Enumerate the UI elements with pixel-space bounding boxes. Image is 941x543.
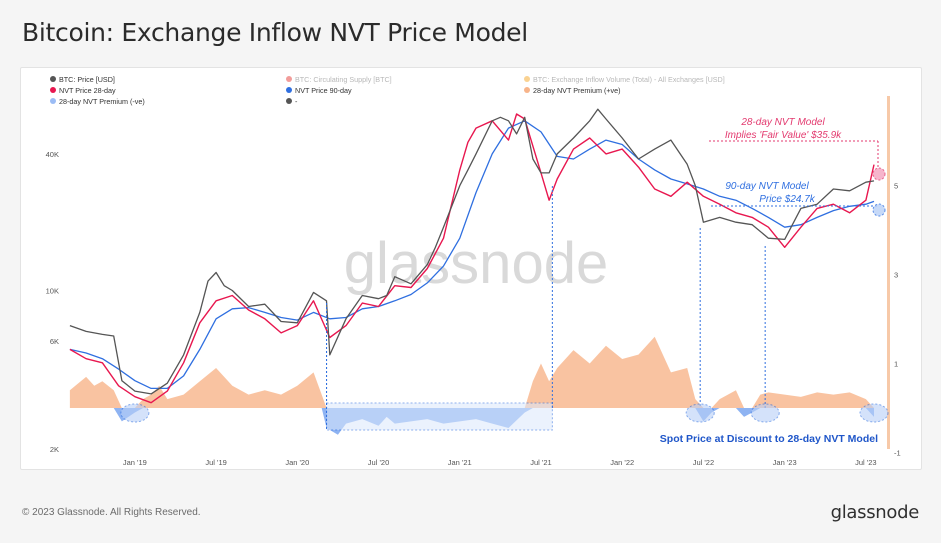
- premium-positive-area: [69, 336, 875, 408]
- discount-marker-ellipse: [120, 403, 150, 423]
- x-tick-label: Jul '20: [368, 458, 389, 467]
- legend-marker: [286, 87, 292, 93]
- legend-marker: [524, 87, 530, 93]
- legend-marker: [286, 98, 292, 104]
- x-tick-label: Jan '20: [285, 458, 309, 467]
- x-tick-label: Jan '21: [448, 458, 472, 467]
- legend-marker: [50, 87, 56, 93]
- legend-label: BTC: Circulating Supply [BTC]: [295, 75, 392, 84]
- y-left-tick-label: 2K: [50, 445, 59, 454]
- footer-brand-logo: glassnode: [830, 502, 920, 523]
- y-right-tick-label: 5: [894, 182, 898, 191]
- x-tick-label: Jul '19: [205, 458, 226, 467]
- y-left-tick-label: 10K: [46, 286, 59, 295]
- discount-marker-ellipse: [859, 403, 889, 423]
- chart-panel: BTC: Price [USD] BTC: Circulating Supply …: [20, 67, 922, 470]
- annotation-nvt90-line2: Price $24.7k: [759, 194, 816, 205]
- y-right-tick-label: 3: [894, 271, 898, 280]
- legend-marker: [524, 76, 530, 82]
- x-tick-label: Jan '19: [123, 458, 147, 467]
- y-right-tick-label: -1: [894, 449, 901, 458]
- x-tick-label: Jul '22: [693, 458, 714, 467]
- legend-label: 28-day NVT Premium (+ve): [533, 86, 621, 95]
- series-nvt-price-90-day: [69, 120, 875, 390]
- legend-label: -: [295, 97, 298, 106]
- legend-marker: [50, 76, 56, 82]
- discount-marker-ellipse: [750, 403, 780, 423]
- legend-label: BTC: Price [USD]: [59, 75, 115, 84]
- x-tick-label: Jan '22: [610, 458, 634, 467]
- discount-highlight-box: [326, 402, 553, 431]
- annotation-nvt28-line2: Implies 'Fair Value' $35.9k: [725, 130, 842, 141]
- annotation-nvt28-line1: 28-day NVT Model: [740, 117, 825, 128]
- series-nvt-price-28-day: [69, 113, 875, 404]
- annotation-discount: Spot Price at Discount to 28-day NVT Mod…: [660, 433, 878, 445]
- chart: BTC: Price [USD] BTC: Circulating Supply …: [46, 75, 901, 467]
- series-btc-price: [69, 108, 875, 395]
- legend-label: BTC: Exchange Inflow Volume (Total) - Al…: [533, 75, 725, 84]
- x-tick-label: Jul '21: [530, 458, 551, 467]
- watermark: glassnode: [344, 231, 608, 296]
- legend-label: NVT Price 90-day: [295, 86, 352, 95]
- footer-copyright: © 2023 Glassnode. All Rights Reserved.: [22, 507, 201, 518]
- y-left-tick-label: 6K: [50, 337, 59, 346]
- fair-value-marker: [872, 167, 886, 181]
- legend-marker: [50, 98, 56, 104]
- legend-label: NVT Price 28-day: [59, 86, 116, 95]
- legend-marker: [286, 76, 292, 82]
- nvt90-marker: [872, 203, 886, 217]
- x-tick-label: Jul '23: [855, 458, 876, 467]
- y-right-tick-label: 1: [894, 360, 898, 369]
- x-tick-label: Jan '23: [773, 458, 797, 467]
- y-left-tick-label: 40K: [46, 150, 59, 159]
- discount-marker-ellipse: [685, 403, 715, 423]
- right-axis-bar: [887, 96, 890, 449]
- legend-label: 28-day NVT Premium (-ve): [59, 97, 145, 106]
- annotation-nvt90-line1: 90-day NVT Model: [725, 181, 809, 192]
- page-title: Bitcoin: Exchange Inflow NVT Price Model: [22, 18, 528, 47]
